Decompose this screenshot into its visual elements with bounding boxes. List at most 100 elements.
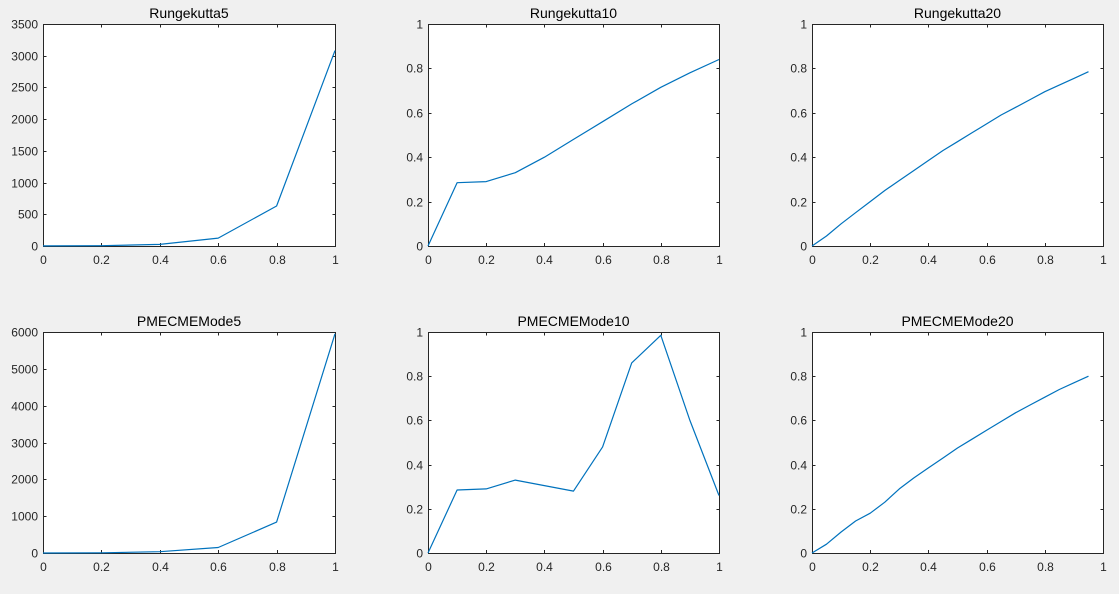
x-tick-label: 0.6 [979,560,996,574]
x-tick-label: 0.8 [269,253,286,267]
series-line [811,375,1089,554]
x-tick-label: 0.2 [93,560,110,574]
subplot-3: 0 0.2 0.4 0.6 0.8 1 0 0.2 0.4 0.6 0.8 1 Rungekutta20 [790,5,1107,267]
y-tick-label: 0.4 [790,459,807,473]
x-tick-label: 0.8 [269,560,286,574]
x-tick-label: 1 [332,560,339,574]
y-tick-label: 2500 [11,81,38,95]
x-tick-label: 0 [40,253,47,267]
y-tick-label: 0.6 [790,414,807,428]
y-tick-label: 500 [18,208,38,222]
x-tick-label: 1 [1100,560,1107,574]
axes-frame [43,332,336,554]
x-tick-label: 0.2 [862,253,879,267]
y-tick-label: 0.2 [406,196,423,210]
x-tick-label: 0.6 [979,253,996,267]
x-tick-label: 0.8 [653,253,670,267]
x-tick-label: 0.4 [536,253,553,267]
y-tick-label: 0.6 [406,107,423,121]
y-tick-label: 2000 [11,113,38,127]
y-tick-label: 0 [31,547,38,561]
y-tick-label: 2000 [11,473,38,487]
subplot-2: 0 0.2 0.4 0.6 0.8 1 0 0.2 0.4 0.6 0.8 1 Rungekutta10 [406,5,723,267]
x-tick-label: 0.4 [920,253,937,267]
x-tick-label: 0.2 [862,560,879,574]
series-line [811,71,1089,247]
y-tick-label: 0.8 [790,370,807,384]
x-tick-label: 0.8 [1037,560,1054,574]
y-tick-label: 0.6 [406,414,423,428]
x-tick-label: 0 [40,560,47,574]
x-tick-label: 0.4 [152,253,169,267]
axes-frame [428,332,720,554]
subplot-4: 0 0.2 0.4 0.6 0.8 1 0 1000 2000 3000 4000 5000 6000 P… [11,313,339,574]
x-tick-label: 0.4 [920,560,937,574]
y-tick-label: 0.8 [406,370,423,384]
x-tick-label: 0.6 [595,253,612,267]
x-tick-label: 0 [809,253,816,267]
x-tick-label: 0 [425,560,432,574]
subplot-title: PMECMEMode5 [137,313,241,329]
y-tick-label: 1 [800,18,807,32]
axes-frame [812,332,1104,554]
subplot-5: 0 0.2 0.4 0.6 0.8 1 0 0.2 0.4 0.6 0.8 1 PMECMEMode10 [406,313,723,574]
subplot-title: Rungekutta20 [914,5,1001,21]
x-tick-label: 1 [716,253,723,267]
y-tick-label: 0.4 [406,459,423,473]
y-tick-label: 5000 [11,363,38,377]
y-tick-label: 1500 [11,145,38,159]
x-tick-label: 1 [332,253,339,267]
x-tick-label: 0.8 [653,560,670,574]
y-tick-label: 0 [416,240,423,254]
x-tick-label: 0.2 [478,253,495,267]
x-tick-label: 0.4 [152,560,169,574]
subplot-title: PMECMEMode10 [517,313,629,329]
y-tick-label: 3000 [11,50,38,64]
y-tick-label: 0 [800,547,807,561]
x-tick-label: 1 [716,560,723,574]
y-tick-label: 0.8 [406,62,423,76]
axes-frame [43,24,336,247]
y-tick-label: 0.4 [790,151,807,165]
subplot-title: PMECMEMode20 [901,313,1013,329]
axes-frame [812,24,1104,247]
x-tick-label: 0.6 [210,253,227,267]
x-tick-label: 0 [425,253,432,267]
y-tick-label: 1 [800,326,807,340]
y-tick-label: 0.8 [790,62,807,76]
y-tick-label: 0.6 [790,107,807,121]
subplot-6: 0 0.2 0.4 0.6 0.8 1 0 0.2 0.4 0.6 0.8 1 PMECMEMode20 [790,313,1107,574]
y-tick-label: 1 [416,326,423,340]
x-tick-label: 0.6 [210,560,227,574]
x-tick-label: 0.2 [93,253,110,267]
y-tick-label: 1000 [11,510,38,524]
subplot-1: 0 0.2 0.4 0.6 0.8 1 0 500 1000 1500 2000 2500 3000 35… [11,5,339,267]
y-tick-label: 3000 [11,437,38,451]
series-line [42,333,336,554]
x-tick-label: 0 [809,560,816,574]
y-tick-label: 0.2 [790,503,807,517]
y-tick-label: 0 [31,240,38,254]
subplot-title: Rungekutta10 [530,5,617,21]
x-tick-label: 0.2 [478,560,495,574]
x-tick-label: 0.6 [595,560,612,574]
x-tick-label: 0.8 [1037,253,1054,267]
x-tick-label: 0.4 [536,560,553,574]
y-tick-label: 0 [800,240,807,254]
series-line [427,334,720,554]
subplot-title: Rungekutta5 [149,5,229,21]
y-tick-label: 0 [416,547,423,561]
y-tick-label: 1 [416,18,423,32]
y-tick-label: 0.2 [406,503,423,517]
y-tick-label: 4000 [11,400,38,414]
y-tick-label: 1000 [11,177,38,191]
series-line [42,50,336,247]
y-tick-label: 6000 [11,326,38,340]
axes-frame [428,24,720,247]
y-tick-label: 3500 [11,18,38,32]
x-tick-label: 1 [1100,253,1107,267]
y-tick-label: 0.2 [790,196,807,210]
series-line [427,58,720,247]
y-tick-label: 0.4 [406,151,423,165]
